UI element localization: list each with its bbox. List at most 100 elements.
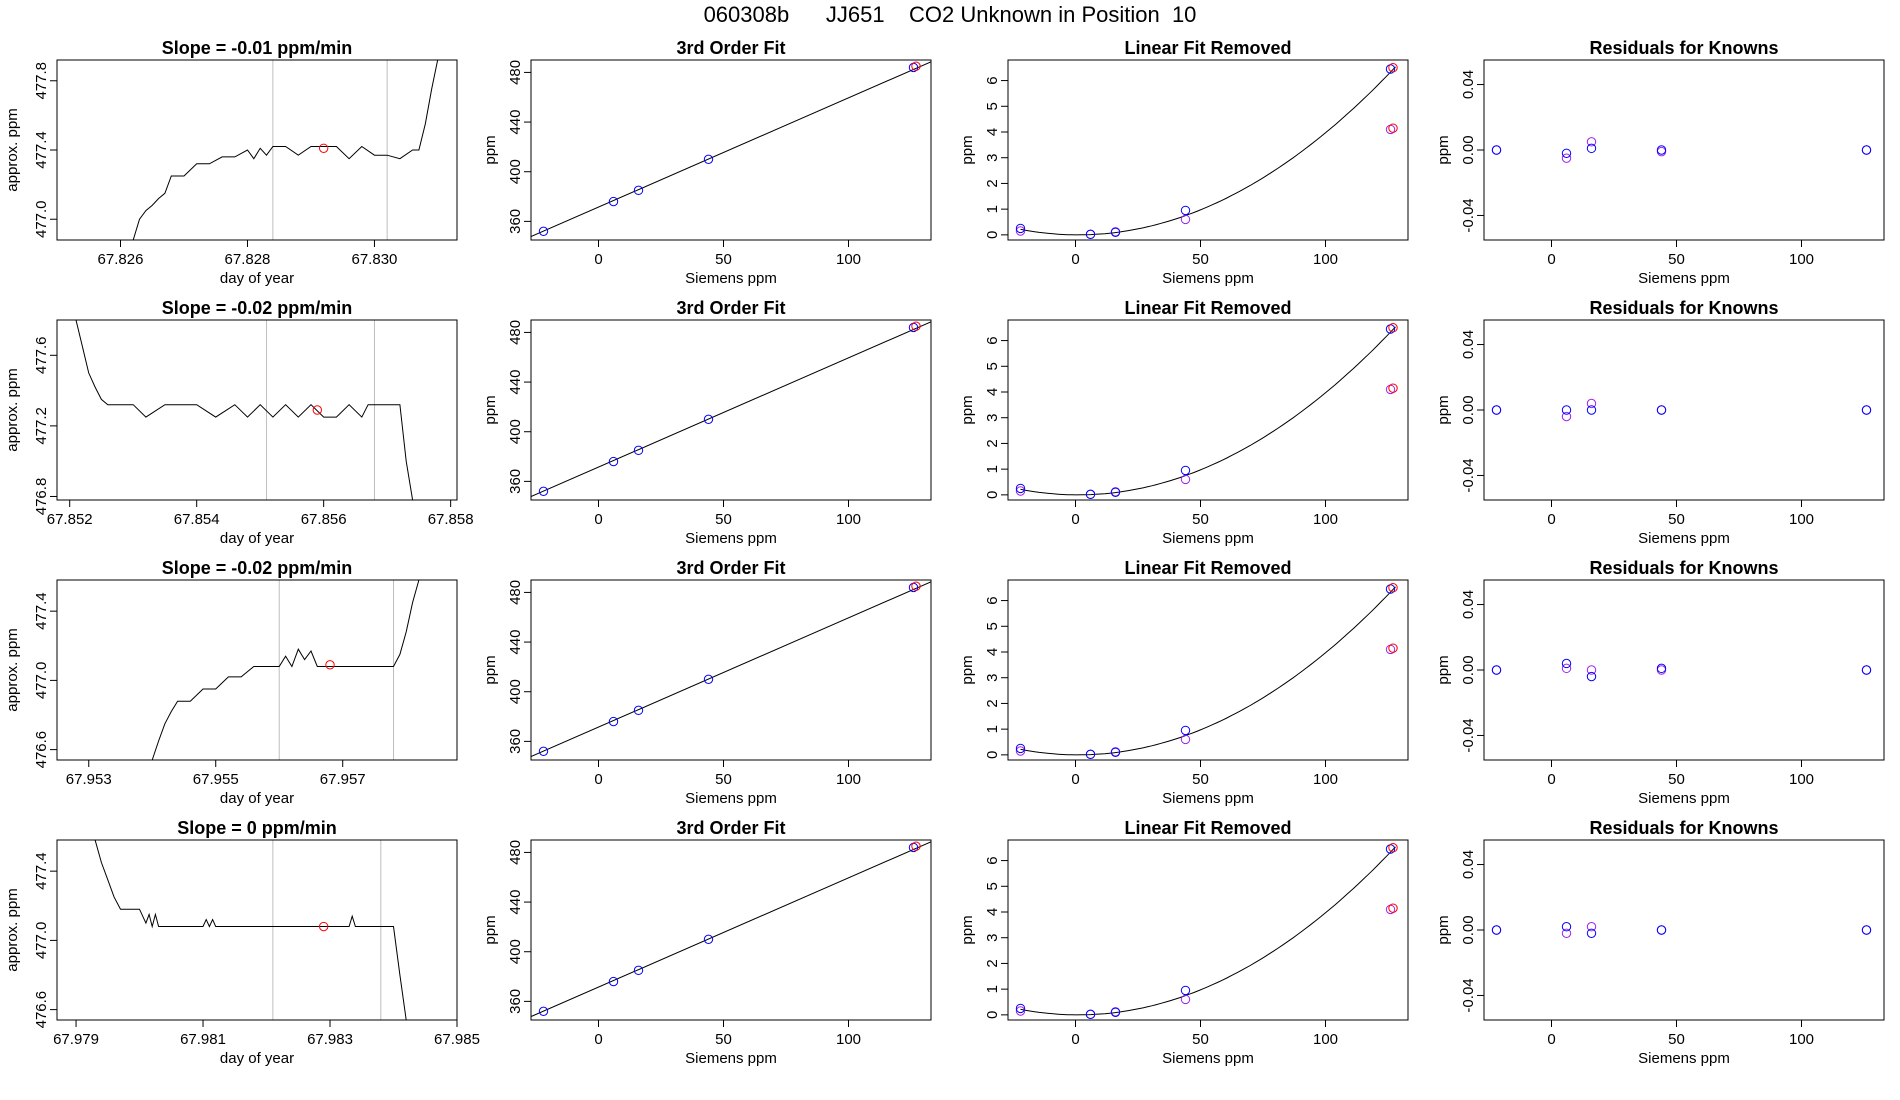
panel-2-0-xlabel: day of year <box>220 790 294 807</box>
panel-1-1-plot-area <box>531 321 931 498</box>
panel-3-1-known-point <box>703 934 714 945</box>
panel-2-2-xlabel: Siemens ppm <box>1162 790 1254 807</box>
panel-0-2-residual-point <box>1385 124 1396 135</box>
panel-0-3-ytick-label: 0.00 <box>1460 135 1477 164</box>
panel-0-2: Linear Fit Removed 0 50 100 0 1 2 3 4 5 6 Siemens p… <box>959 38 1409 287</box>
panel-1-1-known-point <box>538 486 549 497</box>
panel-2-2-ytick-label: 5 <box>984 622 1001 630</box>
panel-0-1-xlabel: Siemens ppm <box>685 270 777 287</box>
panel-1-3: Residuals for Knowns 0 50 100 -0.04 0.00 0.04 S… <box>1435 298 1885 547</box>
panel-2-3-residual-blue-point <box>1656 663 1667 674</box>
panel-3-1-ytick-label: 400 <box>507 939 524 964</box>
panel-1-2-xtick-label: 0 <box>1071 511 1079 528</box>
panel-3-1-ylabel: ppm <box>482 915 499 944</box>
panel-2-3-residual-blue-point <box>1586 671 1597 682</box>
panel-2-2-ylabel: ppm <box>959 655 976 684</box>
panel-1-3-residual-purple-point <box>1586 398 1597 409</box>
panel-0-1: 3rd Order Fit 0 50 100 360 400 440 480 Siemens p… <box>482 38 932 287</box>
panel-1-3-plot-area <box>1491 398 1872 422</box>
panel-1-1-frame <box>530 319 932 501</box>
panel-1-0: Slope = -0.02 ppm/min 67.852 67.854 67.856 6… <box>4 298 474 547</box>
panel-0-3-residual-blue-point <box>1656 145 1667 155</box>
panel-2-3-ylabel: ppm <box>1435 655 1452 684</box>
panel-3-1-known-point <box>633 965 644 976</box>
panel-0-2-xtick-label: 50 <box>1192 251 1209 268</box>
panel-1-2-xtick-label: 100 <box>1313 511 1338 528</box>
panel-1-3-residual-blue-point <box>1861 405 1872 415</box>
panel-0-1-known-point <box>703 154 714 165</box>
panel-1-2-known-point <box>1015 483 1026 494</box>
panel-3-2-residual-point <box>1015 1006 1026 1016</box>
panel-2-1-ytick-label: 480 <box>507 580 524 605</box>
panel-0-1-ytick-label: 360 <box>507 209 524 234</box>
panel-3-1-known-point <box>538 1006 549 1017</box>
panel-3-1-title: 3rd Order Fit <box>676 818 785 838</box>
panel-1-1-unknown-point <box>911 321 921 331</box>
panel-0-2-known-point <box>1085 229 1096 240</box>
panel-3-1-plot-area <box>531 841 931 1018</box>
panel-2-1-ytick-label: 440 <box>507 630 524 655</box>
panel-0-2-ytick-label: 2 <box>984 179 1001 187</box>
panel-0-1-xtick-label: 100 <box>836 251 861 268</box>
panel-0-2-ylabel: ppm <box>959 135 976 164</box>
panel-1-1-known-point <box>908 322 919 333</box>
panel-0-3-xlabel: Siemens ppm <box>1638 270 1730 287</box>
panel-3-2-ytick-label: 4 <box>984 908 1001 916</box>
panel-0-1-plot-area <box>531 61 931 238</box>
panel-1-0-xtick-label: 67.856 <box>301 511 347 528</box>
panel-1-1-xtick-label: 0 <box>594 511 602 528</box>
panel-0-0-ytick-label: 477.4 <box>33 131 50 169</box>
panel-2-2-known-point <box>1180 725 1191 736</box>
panel-2-1: 3rd Order Fit 0 50 100 360 400 440 480 Siemens p… <box>482 558 932 807</box>
panel-1-2-residual-point <box>1180 474 1191 485</box>
panel-3-0-xtick-label: 67.985 <box>434 1031 480 1048</box>
panel-1-0-plot-area <box>75 320 414 500</box>
panel-0-2-unknown-point <box>1388 63 1398 73</box>
panel-1-0-ytick-label: 477.6 <box>33 337 50 375</box>
panel-1-3-residual-purple-point <box>1561 411 1572 422</box>
panel-0-1-title: 3rd Order Fit <box>676 38 785 58</box>
panel-0-0-ylabel: approx. ppm <box>4 108 21 191</box>
panel-2-2-xtick-label: 100 <box>1313 771 1338 788</box>
panel-0-2-title: Linear Fit Removed <box>1124 38 1291 58</box>
panel-0-0-frame <box>56 59 458 241</box>
panel-3-0-title: Slope = 0 ppm/min <box>177 818 337 838</box>
figure-title: 060308b JJ651 CO2 Unknown in Position 10 <box>703 2 1197 27</box>
panel-1-0-xtick-label: 67.854 <box>174 511 220 528</box>
panel-1-3-ytick-label: -0.04 <box>1460 458 1477 492</box>
panel-1-1-fit-line <box>531 321 931 498</box>
panel-0-0-mean-marker <box>318 143 329 153</box>
panel-3-2-plot-area <box>1015 843 1398 1020</box>
panel-0-1-known-point <box>538 226 549 237</box>
panel-0-3-residual-purple-point <box>1561 153 1572 163</box>
panel-3-2-ytick-label: 3 <box>984 934 1001 942</box>
panel-1-1-xtick-label: 100 <box>836 511 861 528</box>
panel-0-3-residual-blue-point <box>1561 148 1572 158</box>
panel-2-0: Slope = -0.02 ppm/min 67.953 67.955 67.957 4… <box>4 558 458 807</box>
panel-1-1-known-point <box>633 445 644 456</box>
panel-1-2-ytick-label: 1 <box>984 465 1001 473</box>
panel-0-3-residual-purple-point <box>1586 137 1597 147</box>
panel-0-2-ytick-label: 6 <box>984 76 1001 84</box>
panel-3-2-xtick-label: 0 <box>1071 1031 1079 1048</box>
panel-1-1-known-point <box>608 456 619 467</box>
panel-1-3-ytick-label: 0.04 <box>1460 330 1477 359</box>
panel-2-2-ytick-label: 1 <box>984 725 1001 733</box>
panel-3-3-xlabel: Siemens ppm <box>1638 1050 1730 1067</box>
panel-2-2-known-point <box>1015 743 1026 754</box>
panel-3-3-residual-purple-point <box>1561 928 1572 938</box>
panel-3-3-xtick-label: 50 <box>1668 1031 1685 1048</box>
panel-2-3-frame <box>1483 579 1885 761</box>
panel-3-1-known-point <box>908 842 919 853</box>
panel-2-1-title: 3rd Order Fit <box>676 558 785 578</box>
panel-3-2-quadratic-curve <box>1020 846 1396 1016</box>
panel-2-1-ylabel: ppm <box>482 655 499 684</box>
panel-1-3-residual-blue-point <box>1656 405 1667 415</box>
panel-1-3-xtick-label: 100 <box>1789 511 1814 528</box>
panel-1-1-known-point <box>703 414 714 425</box>
panel-1-2-ylabel: ppm <box>959 395 976 424</box>
panel-2-0-ytick-label: 477.0 <box>33 662 50 700</box>
panel-3-2-xlabel: Siemens ppm <box>1162 1050 1254 1067</box>
panel-3-3-frame <box>1483 839 1885 1021</box>
panel-3-2-title: Linear Fit Removed <box>1124 818 1291 838</box>
